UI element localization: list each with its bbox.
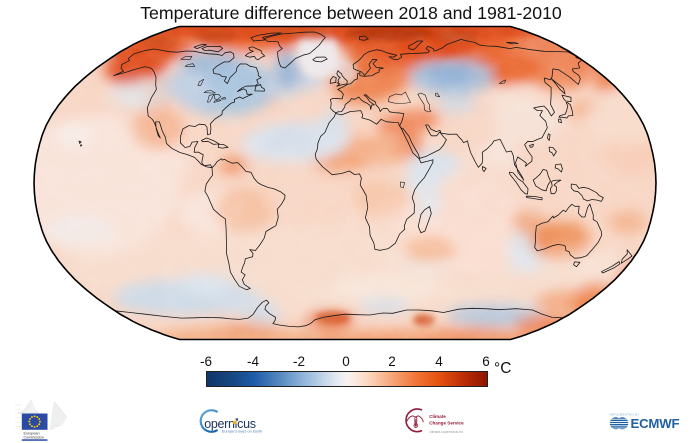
svg-text:Europe's eyes on Earth: Europe's eyes on Earth bbox=[222, 429, 262, 434]
svg-text:climate.copernicus.eu: climate.copernicus.eu bbox=[429, 430, 463, 434]
svg-text:Climate: Climate bbox=[429, 414, 446, 419]
svg-text:Commission: Commission bbox=[24, 435, 44, 439]
svg-text:European: European bbox=[24, 431, 40, 435]
svg-text:Change Service: Change Service bbox=[429, 421, 464, 426]
svg-text:ECMWF: ECMWF bbox=[631, 416, 680, 431]
svg-text:opernicus: opernicus bbox=[204, 417, 256, 431]
svg-text:IMPLEMENTED BY: IMPLEMENTED BY bbox=[610, 413, 640, 417]
